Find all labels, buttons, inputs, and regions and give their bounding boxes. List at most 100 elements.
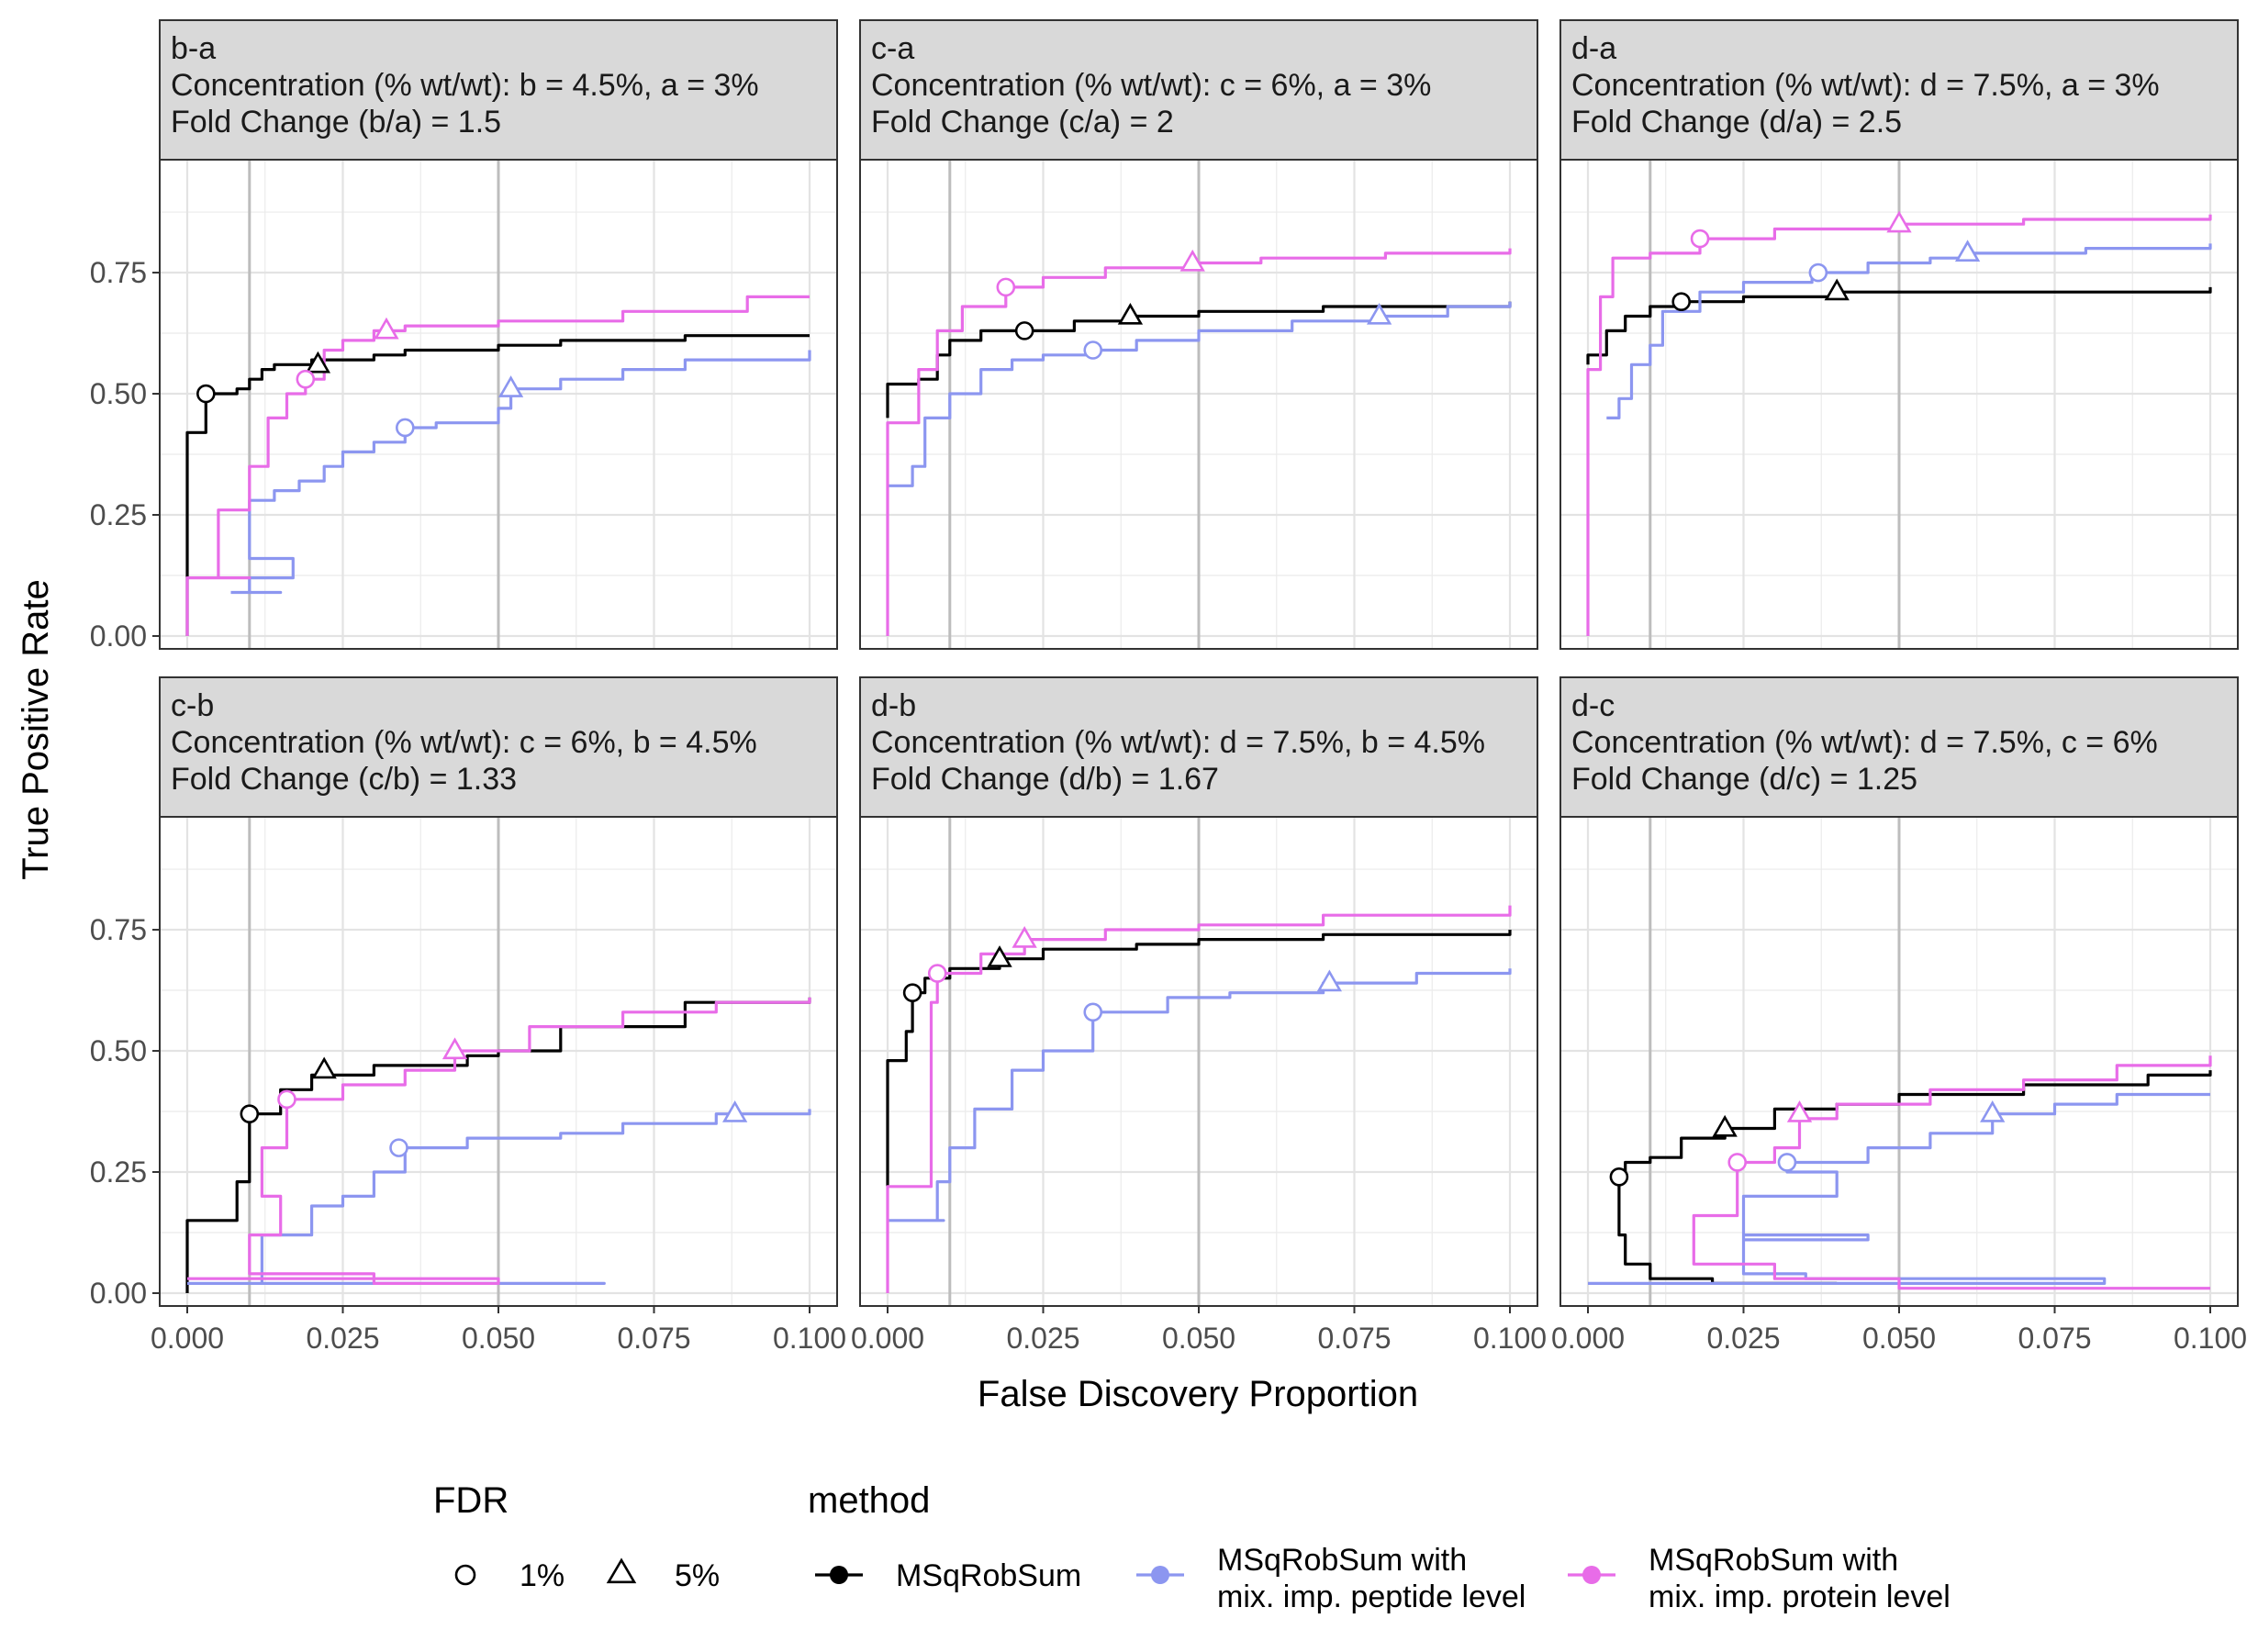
legend-triangle-icon xyxy=(606,1557,637,1584)
fdr-marker-circle xyxy=(296,369,316,389)
legend-key-dot-msq xyxy=(830,1566,848,1584)
fdr-marker-circle xyxy=(240,1104,260,1123)
fdr-marker-circle xyxy=(1083,340,1103,360)
y-tick-label: 0.00 xyxy=(90,620,147,653)
y-tick-label: 0.75 xyxy=(90,913,147,946)
fdr-marker-triangle xyxy=(1712,1114,1738,1137)
fdr-marker-triangle xyxy=(305,351,331,374)
facet-strip-line: b-a xyxy=(171,31,216,66)
fdr-marker-circle xyxy=(1083,1002,1103,1022)
facet-strip-line: Fold Change (d/a) = 2.5 xyxy=(1571,105,1902,140)
legend-label-method: MSqRobSum with xyxy=(1649,1543,1898,1578)
facet-strip-line: Fold Change (b/a) = 1.5 xyxy=(171,105,501,140)
facet-strip xyxy=(159,19,838,161)
fdr-marker-triangle xyxy=(1366,302,1392,325)
facet-strip-line: d-a xyxy=(1571,31,1616,66)
facet-strip xyxy=(1559,676,2239,818)
facet-strip xyxy=(159,676,838,818)
fdr-marker-circle xyxy=(277,1089,296,1110)
fdr-marker-triangle xyxy=(1179,249,1205,272)
facet-strip-line: Concentration (% wt/wt): d = 7.5%, c = 6… xyxy=(1571,725,2158,760)
series-line-pep xyxy=(888,968,1512,1222)
fdr-marker-circle xyxy=(902,983,922,1002)
series-line-pep xyxy=(187,1109,811,1285)
x-tick-label: 0.075 xyxy=(2018,1322,2091,1355)
fdr-marker-circle xyxy=(196,384,216,404)
series-line-pep xyxy=(230,350,811,595)
x-tick-label: 0.050 xyxy=(1862,1322,1936,1355)
y-tick-label: 0.75 xyxy=(90,256,147,289)
fdr-marker-circle xyxy=(1671,292,1691,312)
y-tick-label: 0.25 xyxy=(90,498,147,531)
legend-title-method: method xyxy=(808,1480,930,1521)
facet-strip-line: d-c xyxy=(1571,688,1615,723)
facet-strip-line: Fold Change (c/a) = 2 xyxy=(871,105,1174,140)
y-axis-title: True Positive Rate xyxy=(16,579,56,880)
fdr-marker-triangle xyxy=(1117,302,1144,325)
fdr-marker-triangle xyxy=(497,375,524,397)
panel-border xyxy=(859,159,1538,650)
fdr-marker-triangle xyxy=(1980,1100,2006,1122)
facet-strip-line: Concentration (% wt/wt): d = 7.5%, a = 3… xyxy=(1571,68,2160,103)
series-line-msq xyxy=(1617,1070,2212,1285)
fdr-marker-circle xyxy=(1777,1153,1797,1172)
x-tick-label: 0.000 xyxy=(851,1322,924,1355)
fdr-marker-triangle xyxy=(1012,925,1037,948)
facet-strip-line: Fold Change (d/b) = 1.67 xyxy=(871,762,1219,797)
fdr-marker-triangle xyxy=(442,1037,468,1060)
series-line-prot xyxy=(187,997,811,1285)
facet-strip-line: c-b xyxy=(171,688,214,723)
fdr-marker-circle xyxy=(1727,1153,1748,1172)
facet-strip-line: Fold Change (c/b) = 1.33 xyxy=(171,762,517,797)
fdr-marker-triangle xyxy=(1886,210,1912,233)
fdr-marker-circle xyxy=(927,964,947,983)
facet-strip-line: Concentration (% wt/wt): b = 4.5%, a = 3… xyxy=(171,68,759,103)
fdr-marker-triangle xyxy=(1954,240,1981,262)
y-tick-label: 0.50 xyxy=(90,377,147,410)
y-tick-label: 0.25 xyxy=(90,1155,147,1189)
y-tick-label: 0.00 xyxy=(90,1277,147,1310)
facet-strip-line: Concentration (% wt/wt): c = 6%, a = 3% xyxy=(871,68,1431,103)
series-line-pep xyxy=(1588,1092,2210,1285)
x-axis-title: False Discovery Proportion xyxy=(978,1374,1418,1414)
x-tick-label: 0.050 xyxy=(1162,1322,1235,1355)
x-tick-label: 0.100 xyxy=(2174,1322,2247,1355)
facet-strip xyxy=(859,676,1538,818)
fdr-marker-circle xyxy=(996,277,1016,297)
x-tick-label: 0.000 xyxy=(151,1322,224,1355)
legend-key-dot-pep xyxy=(1151,1566,1169,1584)
legend-label-fdr: 5% xyxy=(675,1558,720,1593)
x-tick-label: 0.000 xyxy=(1551,1322,1625,1355)
x-tick-label: 0.025 xyxy=(1006,1322,1079,1355)
panel-border xyxy=(1559,159,2239,650)
fdr-marker-triangle xyxy=(1786,1100,1813,1122)
fdr-marker-triangle xyxy=(1824,278,1850,301)
legend-label-method: mix. imp. peptide level xyxy=(1217,1579,1526,1614)
fdr-marker-triangle xyxy=(1316,969,1343,992)
fdr-marker-circle xyxy=(1014,321,1034,340)
legend-label-method: MSqRobSum xyxy=(896,1558,1081,1593)
facet-strip-line: c-a xyxy=(871,31,914,66)
fdr-marker-triangle xyxy=(721,1100,748,1122)
x-tick-label: 0.075 xyxy=(617,1322,690,1355)
legend-key-dot-prot xyxy=(1582,1566,1601,1584)
facet-strip-line: Fold Change (d/c) = 1.25 xyxy=(1571,762,1917,797)
y-tick-label: 0.50 xyxy=(90,1034,147,1067)
x-tick-label: 0.025 xyxy=(306,1322,379,1355)
legend-label-fdr: 1% xyxy=(520,1558,564,1593)
legend-label-method: mix. imp. protein level xyxy=(1649,1579,1951,1614)
x-tick-label: 0.100 xyxy=(1473,1322,1547,1355)
fdr-marker-triangle xyxy=(374,317,399,340)
series-line-prot xyxy=(1692,1055,2212,1290)
x-tick-label: 0.075 xyxy=(1317,1322,1391,1355)
fdr-marker-circle xyxy=(1690,229,1710,249)
fdr-marker-circle xyxy=(389,1138,408,1157)
facet-strip-line: Concentration (% wt/wt): c = 6%, b = 4.5… xyxy=(171,725,757,760)
